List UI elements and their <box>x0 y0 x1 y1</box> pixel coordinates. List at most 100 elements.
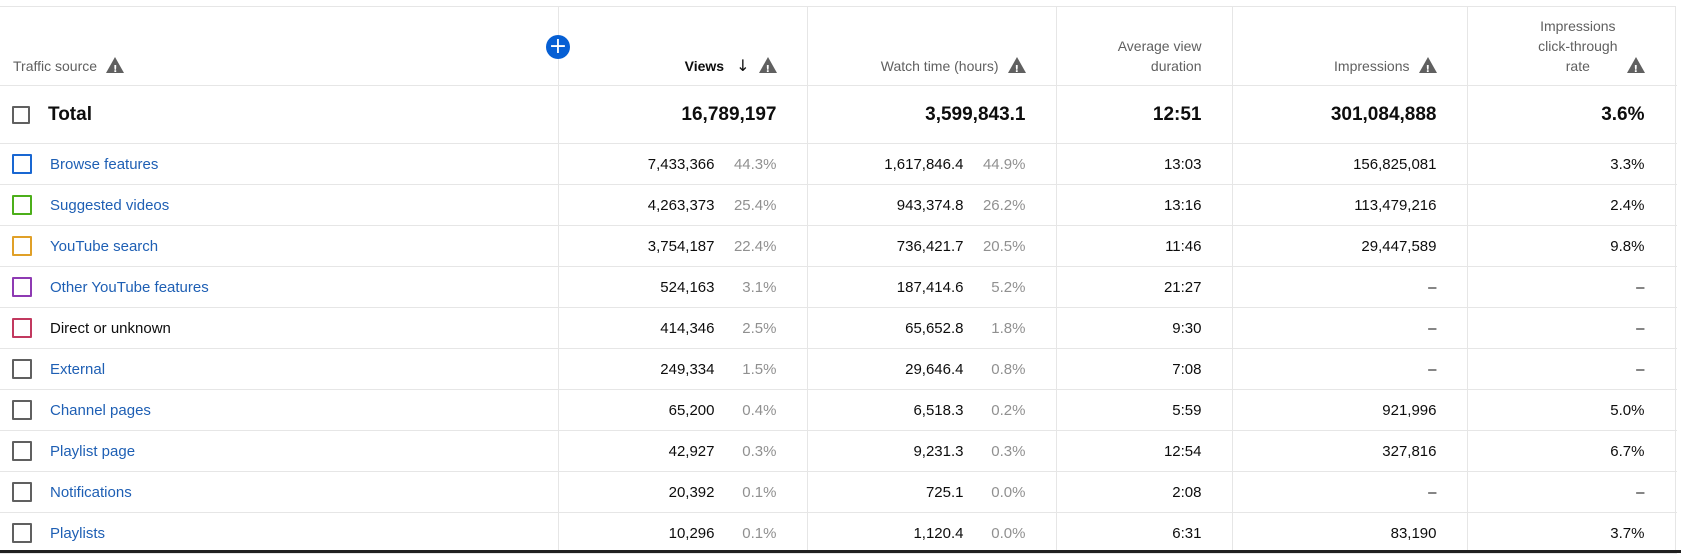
table-header-row: Traffic source Views ↓ Watch time (hours… <box>0 7 1676 86</box>
row-views-percent: 0.1% <box>742 524 777 542</box>
row-checkbox[interactable] <box>12 359 32 379</box>
row-spacer <box>1674 143 1676 185</box>
table-row: Direct or unknown 414,346 2.5% 65,652.8 … <box>0 307 1676 349</box>
header-traffic-source[interactable]: Traffic source <box>0 7 558 86</box>
row-checkbox[interactable] <box>12 441 32 461</box>
header-average-view-duration[interactable]: Average view duration <box>1055 7 1232 86</box>
traffic-source-link[interactable]: YouTube search <box>50 237 159 255</box>
total-impressions: 301,084,888 <box>1231 85 1467 144</box>
row-average-view-duration: 13:16 <box>1055 184 1232 226</box>
row-spacer <box>1674 307 1676 349</box>
bottom-border <box>0 550 1681 553</box>
row-ctr: – <box>1466 348 1675 390</box>
row-average-view-duration: 11:46 <box>1055 225 1232 267</box>
row-impressions: 83,190 <box>1231 512 1467 554</box>
table-row: Suggested videos 4,263,373 25.4% 943,374… <box>0 184 1676 226</box>
row-checkbox[interactable] <box>12 195 32 215</box>
row-checkbox[interactable] <box>12 523 32 543</box>
row-impressions: 327,816 <box>1231 430 1467 472</box>
total-row: Total 16,789,197 3,599,843.1 12:51 301,0… <box>0 85 1676 144</box>
row-spacer <box>1674 184 1676 226</box>
row-watch-time-percent: 5.2% <box>991 278 1026 296</box>
row-average-view-duration: 21:27 <box>1055 266 1232 308</box>
row-views: 10,296 <box>668 524 715 542</box>
row-views-percent: 22.4% <box>733 237 777 255</box>
row-average-view-duration: 13:03 <box>1055 143 1232 185</box>
row-watch-time: 187,414.6 <box>896 278 964 296</box>
header-views[interactable]: Views ↓ <box>557 7 807 86</box>
header-impressions[interactable]: Impressions <box>1231 7 1467 86</box>
sort-descending-arrow-icon[interactable]: ↓ <box>736 56 750 75</box>
traffic-source-link[interactable]: Channel pages <box>50 401 151 419</box>
row-ctr: 3.3% <box>1466 143 1675 185</box>
row-spacer <box>1674 430 1676 472</box>
row-spacer <box>1674 225 1676 267</box>
total-average-view-duration: 12:51 <box>1055 85 1232 144</box>
row-spacer <box>1674 266 1676 308</box>
row-ctr: 9.8% <box>1466 225 1675 267</box>
warning-icon[interactable] <box>758 57 777 80</box>
row-average-view-duration: 9:30 <box>1055 307 1232 349</box>
row-watch-time: 943,374.8 <box>896 196 964 214</box>
row-ctr: – <box>1466 307 1675 349</box>
table-row: Channel pages 65,200 0.4% 6,518.3 0.2% 5… <box>0 389 1676 431</box>
row-average-view-duration: 12:54 <box>1055 430 1232 472</box>
row-average-view-duration: 5:59 <box>1055 389 1232 431</box>
row-average-view-duration: 2:08 <box>1055 471 1232 513</box>
row-views: 7,433,366 <box>647 155 715 173</box>
warning-icon[interactable] <box>106 57 125 80</box>
row-checkbox[interactable] <box>12 154 32 174</box>
row-watch-time: 6,518.3 <box>913 401 964 419</box>
add-metric-button[interactable]: + <box>546 35 570 59</box>
header-views-label: Views <box>684 58 725 74</box>
warning-icon[interactable] <box>1626 57 1645 80</box>
row-checkbox[interactable] <box>12 400 32 420</box>
row-impressions: – <box>1231 266 1467 308</box>
row-impressions: 156,825,081 <box>1231 143 1467 185</box>
header-spacer <box>1674 7 1676 86</box>
header-impressions-ctr[interactable]: Impressions click-through rate <box>1466 7 1675 86</box>
traffic-source-link[interactable]: Playlist page <box>50 442 136 460</box>
row-watch-time-percent: 0.0% <box>991 524 1026 542</box>
traffic-source-link[interactable]: Suggested videos <box>50 196 170 214</box>
traffic-source-link: Direct or unknown <box>50 319 171 337</box>
total-label: Total <box>48 103 92 125</box>
header-watch-time[interactable]: Watch time (hours) <box>806 7 1056 86</box>
row-checkbox[interactable] <box>12 318 32 338</box>
row-views: 249,334 <box>660 360 715 378</box>
header-watch-time-label: Watch time (hours) <box>880 58 999 74</box>
row-watch-time: 65,652.8 <box>905 319 964 337</box>
total-watch-time: 3,599,843.1 <box>806 85 1056 144</box>
total-ctr: 3.6% <box>1466 85 1675 144</box>
row-views: 3,754,187 <box>647 237 715 255</box>
total-checkbox[interactable] <box>12 105 30 124</box>
traffic-source-link[interactable]: Browse features <box>50 155 159 173</box>
row-views: 524,163 <box>660 278 715 296</box>
row-checkbox[interactable] <box>12 236 32 256</box>
row-watch-time-percent: 0.2% <box>991 401 1026 419</box>
row-watch-time-percent: 44.9% <box>982 155 1026 173</box>
traffic-source-link[interactable]: Other YouTube features <box>50 278 209 296</box>
row-views: 414,346 <box>660 319 715 337</box>
row-checkbox[interactable] <box>12 277 32 297</box>
header-impressions-ctr-label: Impressions click-through rate <box>1538 18 1618 74</box>
table-row: Playlist page 42,927 0.3% 9,231.3 0.3% 1… <box>0 430 1676 472</box>
row-views-percent: 3.1% <box>742 278 777 296</box>
row-checkbox[interactable] <box>12 482 32 502</box>
row-watch-time: 9,231.3 <box>913 442 964 460</box>
row-ctr: 5.0% <box>1466 389 1675 431</box>
traffic-source-link[interactable]: External <box>50 360 106 378</box>
row-views-percent: 44.3% <box>733 155 777 173</box>
row-ctr: – <box>1466 266 1675 308</box>
warning-icon[interactable] <box>1007 57 1026 80</box>
warning-icon[interactable] <box>1418 57 1437 80</box>
row-views-percent: 2.5% <box>742 319 777 337</box>
traffic-source-link[interactable]: Notifications <box>50 483 132 501</box>
row-impressions: 921,996 <box>1231 389 1467 431</box>
traffic-source-link[interactable]: Playlists <box>50 524 106 542</box>
row-ctr: – <box>1466 471 1675 513</box>
table-row: Other YouTube features 524,163 3.1% 187,… <box>0 266 1676 308</box>
row-watch-time-percent: 26.2% <box>982 196 1026 214</box>
row-ctr: 3.7% <box>1466 512 1675 554</box>
row-views: 20,392 <box>668 483 715 501</box>
